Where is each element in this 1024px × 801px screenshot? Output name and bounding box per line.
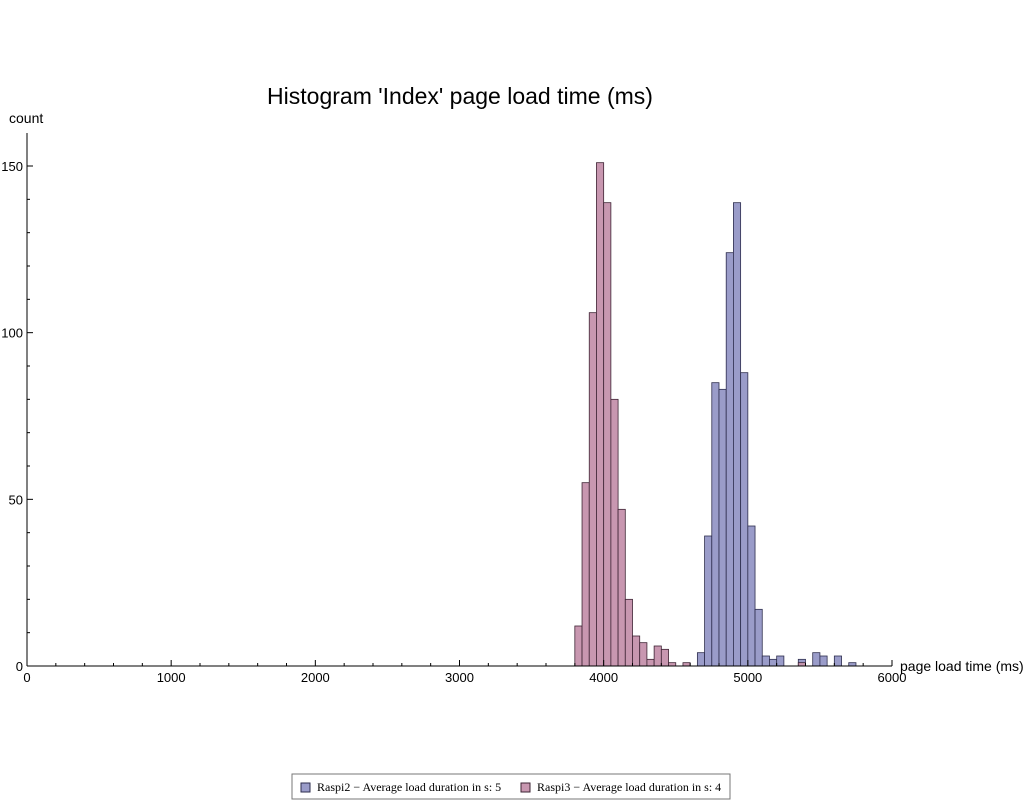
x-tick-label-1000: 1000 [157,670,186,685]
legend-swatch-raspi2 [300,782,311,793]
chart-title: Histogram 'Index' page load time (ms) [267,83,653,109]
x-tick-label-5000: 5000 [733,670,762,685]
x-tick-label-6000: 6000 [878,670,907,685]
y-tick-label-100: 100 [1,326,23,341]
legend-swatch-raspi3 [520,782,531,793]
bar-raspi3-4200 [632,635,641,667]
legend: Raspi2 − Average load duration in s: 5 R… [291,773,731,800]
bar-raspi3-4300 [646,658,655,667]
bar-raspi2-5450 [812,652,821,667]
legend-entry-raspi3: Raspi3 − Average load duration in s: 4 [537,780,721,794]
bar-raspi2-4700 [704,535,713,667]
bar-raspi2-4750 [711,382,720,667]
bar-raspi2-4950 [740,372,749,667]
x-tick-label-4000: 4000 [589,670,618,685]
x-tick-label-0: 0 [23,670,30,685]
bar-raspi2-4900 [733,202,742,667]
bar-raspi2-5500 [819,655,828,667]
x-axis-label: page load time (ms) [900,658,1024,674]
bar-raspi2-5050 [754,608,763,667]
axes-group: 0 1000 2000 3000 4000 5000 6000 0 50 100 150 [1,133,906,685]
y-tick-label-0: 0 [16,659,23,674]
bar-raspi3-4050 [610,398,619,667]
bar-raspi3-4350 [653,645,662,667]
bar-raspi2-5100 [761,655,770,667]
bar-raspi3-4150 [624,598,633,667]
bar-raspi3-4000 [603,202,612,667]
bar-raspi2-4850 [725,252,734,667]
bar-raspi3-4100 [617,508,626,667]
bar-raspi2-4650 [696,652,705,667]
bar-raspi2-4800 [718,388,727,667]
y-tick-label-50: 50 [9,492,23,507]
bar-raspi2-5600 [833,655,842,667]
bar-raspi2-5000 [747,525,756,667]
bar-raspi3-4250 [639,642,648,667]
bar-raspi3-3850 [581,482,590,667]
bar-raspi2-5200 [776,655,785,667]
bar-raspi3-3800 [574,625,583,667]
y-tick-label-150: 150 [1,159,23,174]
bar-raspi3-3900 [588,312,597,667]
x-tick-label-3000: 3000 [445,670,474,685]
bar-raspi3-3950 [596,162,605,667]
y-axis-label: count [9,110,43,126]
x-tick-label-2000: 2000 [301,670,330,685]
legend-frame [291,773,731,800]
bars-group [574,162,857,667]
bar-raspi2-5150 [769,658,778,667]
legend-entry-raspi2: Raspi2 − Average load duration in s: 5 [317,780,501,794]
bar-raspi3-4400 [660,648,669,667]
